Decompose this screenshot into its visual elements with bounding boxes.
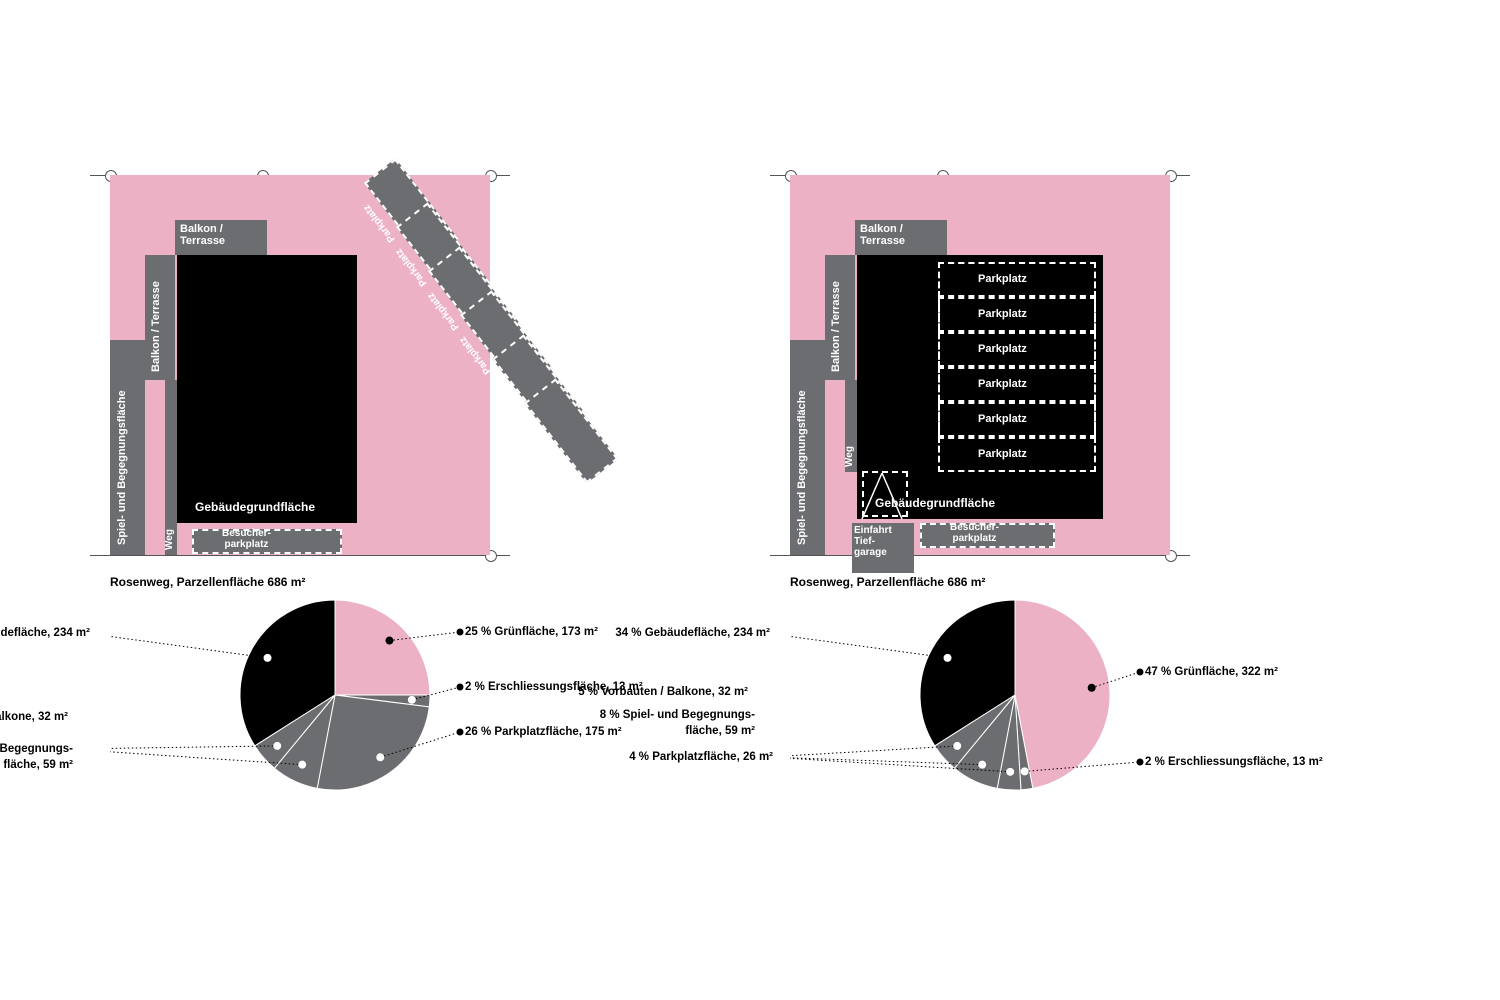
building-label: Gebäudegrundfläche: [195, 500, 315, 514]
pie-label: 5 % Vorbauten / Balkone, 32 m²: [578, 685, 748, 701]
pie-label: 26 % Parkplatzfläche, 175 m²: [465, 725, 622, 741]
weg-label: Weg: [844, 446, 855, 467]
balkon-left-label: Balkon / Terrasse: [150, 281, 162, 372]
parkplatz-underground-label: Parkplatz: [978, 378, 1027, 390]
pie-label: 25 % Grünfläche, 173 m²: [465, 625, 598, 641]
pie-label: 8 % Spiel- und Begegnungs- fläche, 59 m²: [0, 742, 73, 773]
pie-label: 8 % Spiel- und Begegnungs- fläche, 59 m²: [600, 708, 755, 739]
balkon-left-label: Balkon / Terrasse: [830, 281, 842, 372]
besucher-label: Besucher- parkplatz: [222, 528, 271, 550]
weg-label: Weg: [164, 529, 175, 550]
balkon-top-label: Balkon / Terrasse: [860, 223, 905, 247]
besucher-label: Besucher- parkplatz: [950, 522, 999, 544]
pie-label: 5 % Vorbauten / Balkone, 32 m²: [0, 710, 68, 726]
parkplatz-underground-label: Parkplatz: [978, 413, 1027, 425]
pie-label: 2 % Erschliessungsfläche, 13 m²: [1145, 755, 1323, 771]
spiel-label: Spiel- und Begegnungsfläche: [116, 390, 128, 545]
parkplatz-underground-label: Parkplatz: [978, 343, 1027, 355]
spiel-label: Spiel- und Begegnungsfläche: [796, 390, 808, 545]
pie-label: 34 % Gebäudefläche, 234 m²: [615, 626, 770, 642]
pie-label: 47 % Grünfläche, 322 m²: [1145, 665, 1278, 681]
pie-chart: [790, 570, 1340, 830]
pie-label: 4 % Parkplatzfläche, 26 m²: [629, 750, 773, 766]
parkplatz-underground-label: Parkplatz: [978, 308, 1027, 320]
balkon-top-label: Balkon / Terrasse: [180, 223, 225, 247]
parkplatz-spot: [524, 378, 618, 483]
parkplatz-underground-label: Parkplatz: [978, 448, 1027, 460]
pie-label: 34 % Gebäudefläche, 234 m²: [0, 626, 90, 642]
einfahrt-label: Einfahrt Tief- garage: [854, 525, 892, 558]
parkplatz-underground-label: Parkplatz: [978, 273, 1027, 285]
